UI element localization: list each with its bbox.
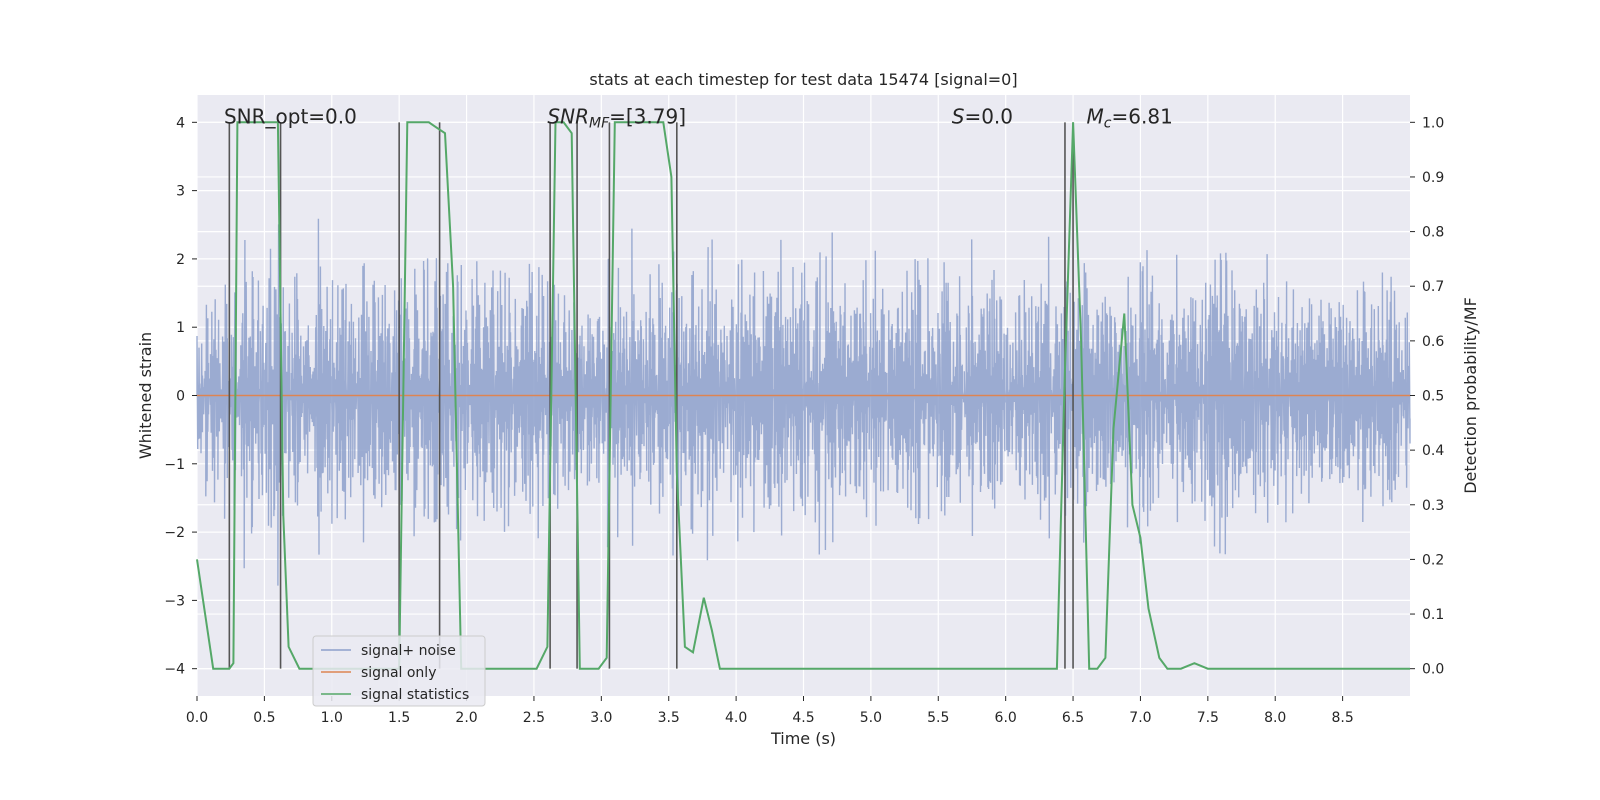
x-tick-label-8: 4.0 [725, 710, 747, 726]
x-tick-label-2: 1.0 [321, 710, 343, 726]
legend-label-signal-statistics: signal statistics [361, 687, 469, 703]
x-tick-label-9: 4.5 [792, 710, 814, 726]
x-tick-label-1: 0.5 [253, 710, 275, 726]
annotation-1: SNRMF=[3.79] [547, 104, 686, 131]
y-right-tick-label-5: 0.5 [1422, 389, 1444, 405]
y-left-tick-label-7: 3 [176, 184, 185, 200]
y-axis-label-right: Detection probability/MF [1461, 297, 1480, 494]
legend-label-signal-only: signal only [361, 665, 436, 681]
y-right-tick-label-7: 0.7 [1422, 279, 1444, 295]
annotation-2: S=0.0 [952, 104, 1013, 128]
x-tick-label-14: 7.0 [1129, 710, 1151, 726]
y-right-tick-label-4: 0.4 [1422, 443, 1444, 459]
x-tick-label-7: 3.5 [658, 710, 680, 726]
y-right-tick-label-10: 1.0 [1422, 115, 1444, 131]
vertical-markers [228, 122, 1074, 669]
y-right-tick-label-1: 0.1 [1422, 607, 1444, 623]
x-tick-label-17: 8.5 [1331, 710, 1353, 726]
y-right-tick-label-3: 0.3 [1422, 498, 1444, 514]
y-left-tick-label-3: −1 [164, 457, 185, 473]
annotation-3: Mc=6.81 [1087, 104, 1173, 131]
legend: signal+ noise signal only signal statist… [312, 635, 486, 707]
x-tick-label-11: 5.5 [927, 710, 949, 726]
y-right-tick-label-0: 0.0 [1422, 662, 1444, 678]
x-axis-label: Time (s) [770, 729, 836, 748]
x-tick-label-15: 7.5 [1197, 710, 1219, 726]
x-tick-label-3: 1.5 [388, 710, 410, 726]
y-axis-label-left: Whitened strain [136, 332, 155, 459]
chart-title: stats at each timestep for test data 154… [589, 70, 1017, 89]
series-signal-statistics [196, 121, 1410, 670]
y-right-tick-label-9: 0.9 [1422, 170, 1444, 186]
x-tick-label-6: 3.0 [590, 710, 612, 726]
y-left-tick-label-0: −4 [164, 662, 185, 678]
y-left-tick-label-2: −2 [164, 525, 185, 541]
axes: 0.0 0.5 1.0 1.5 2.0 2.5 3.0 3.5 4.0 4.5 5.0 5.5 6.0 6… [164, 115, 1444, 726]
annotations: SNR_opt=0.0 SNRMF=[3.79] S=0.0 Mc=6.81 [224, 104, 1173, 131]
y-left-tick-label-4: 0 [176, 389, 185, 405]
annotation-0: SNR_opt=0.0 [224, 104, 357, 128]
y-right-tick-label-8: 0.8 [1422, 225, 1444, 241]
y-left-tick-label-6: 2 [176, 252, 185, 268]
y-right-tick-label-6: 0.6 [1422, 334, 1444, 350]
y-left-tick-label-5: 1 [176, 320, 185, 336]
x-tick-label-13: 6.5 [1062, 710, 1084, 726]
line-signal-statistics [196, 121, 1410, 670]
y-left-tick-label-1: −3 [164, 593, 185, 609]
y-right-tick-label-2: 0.2 [1422, 552, 1444, 568]
y-left-tick-label-8: 4 [176, 115, 185, 131]
x-tick-label-5: 2.5 [523, 710, 545, 726]
x-tick-label-0: 0.0 [186, 710, 208, 726]
legend-box [312, 635, 486, 707]
x-tick-label-10: 5.0 [860, 710, 882, 726]
legend-label-signal-noise: signal+ noise [361, 643, 456, 659]
x-tick-label-12: 6.0 [995, 710, 1017, 726]
x-tick-label-4: 2.0 [455, 710, 477, 726]
x-tick-label-16: 8.0 [1264, 710, 1286, 726]
